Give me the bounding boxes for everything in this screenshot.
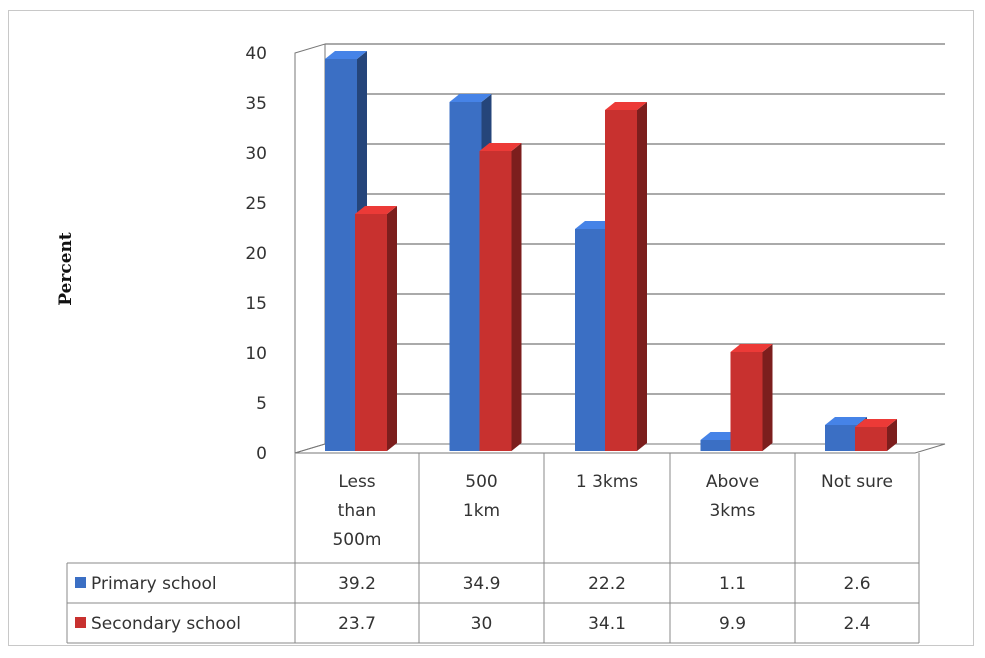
bar — [605, 102, 647, 451]
bar-side — [387, 206, 397, 451]
bar-front — [700, 440, 733, 451]
y-tick-label: 40 — [245, 44, 267, 64]
x-tick-label: 500m — [332, 530, 381, 550]
bar-top — [479, 143, 522, 151]
y-tick-label: 30 — [245, 144, 267, 164]
bar-front — [730, 352, 763, 451]
data-label: 34.9 — [463, 574, 501, 594]
bar-side — [887, 419, 897, 451]
bar — [479, 143, 522, 451]
data-label: 30 — [471, 614, 493, 634]
y-tick-label: 0 — [256, 444, 267, 464]
bar-top — [325, 51, 367, 59]
bar-top — [449, 94, 492, 102]
floor — [294, 443, 946, 454]
chart-frame: 0 5 10 15 20 25 30 35 40 Percent Less than 500m 500 1k… — [8, 10, 974, 646]
legend-label: Primary school — [91, 574, 217, 594]
data-label: 1.1 — [719, 574, 746, 594]
bar-front — [855, 427, 887, 451]
y-tick-label: 25 — [245, 194, 267, 214]
data-label: 34.1 — [588, 614, 626, 634]
bar-front — [355, 214, 387, 451]
bar-top — [730, 344, 773, 352]
data-label: 9.9 — [719, 614, 746, 634]
bar-top — [825, 417, 867, 425]
bar-top — [855, 419, 897, 427]
side-wall — [294, 43, 326, 454]
bar-side — [637, 102, 647, 451]
y-axis-title: Percent — [56, 232, 76, 306]
x-tick-label: 3kms — [709, 501, 755, 521]
bar-front — [479, 151, 512, 451]
data-label: 39.2 — [338, 574, 376, 594]
data-label: 23.7 — [338, 614, 376, 634]
y-axis: 0 5 10 15 20 25 30 35 40 — [245, 44, 267, 464]
y-tick-label: 15 — [245, 294, 267, 314]
bar-top — [355, 206, 397, 214]
x-tick-label: Above — [706, 472, 759, 492]
bar-top — [605, 102, 647, 110]
bar-front — [325, 59, 357, 451]
bar-side — [762, 344, 773, 451]
bar — [730, 344, 773, 451]
x-tick-label: than — [338, 501, 377, 521]
y-tick-label: 5 — [256, 394, 267, 414]
x-tick-label: Less — [338, 472, 375, 492]
y-tick-label: 35 — [245, 94, 267, 114]
x-tick-label: 500 — [465, 472, 497, 492]
legend-label: Secondary school — [91, 614, 241, 634]
data-label: 2.4 — [843, 614, 870, 634]
data-label: 2.6 — [843, 574, 870, 594]
bar-chart: 0 5 10 15 20 25 30 35 40 Percent Less than 500m 500 1k… — [56, 43, 946, 644]
x-tick-label: Not sure — [821, 472, 893, 492]
bar-front — [449, 102, 482, 451]
data-table: Less than 500m 500 1km 1 3kms Above 3kms Not sur… — [66, 453, 920, 644]
bar — [855, 419, 897, 451]
y-tick-label: 10 — [245, 344, 267, 364]
bar-front — [605, 110, 637, 451]
bar-side — [511, 143, 522, 451]
x-tick-label: 1km — [463, 501, 500, 521]
bars — [325, 51, 897, 451]
x-tick-label: 1 3kms — [576, 472, 638, 492]
y-tick-label: 20 — [245, 244, 267, 264]
data-label: 22.2 — [588, 574, 626, 594]
legend-key — [75, 617, 86, 628]
bar-front — [825, 425, 857, 451]
bar-front — [575, 229, 607, 451]
legend-key — [75, 577, 86, 588]
bar — [355, 206, 397, 451]
